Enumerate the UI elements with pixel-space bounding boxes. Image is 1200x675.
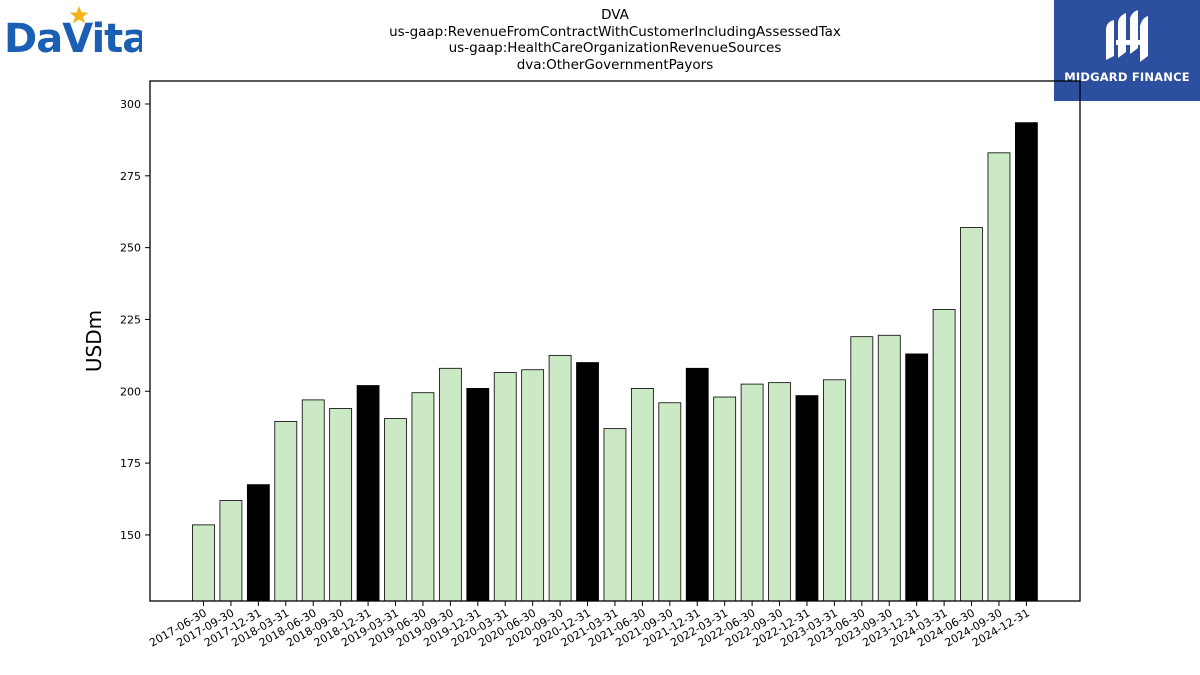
y-tick-label: 200 — [120, 385, 141, 398]
bar-2024-12-31 — [1015, 122, 1038, 602]
midgard-emblem-icon — [1106, 10, 1148, 62]
bar-2022-09-30 — [768, 382, 791, 602]
y-tick-label: 175 — [120, 457, 141, 470]
davita-logo-text: DaVita — [4, 16, 142, 62]
bar-2020-09-30 — [548, 354, 572, 602]
bar-2021-12-31 — [685, 367, 709, 602]
bar-2020-03-31 — [493, 372, 517, 602]
title-line-revenue-sources: us-gaap:HealthCareOrganizationRevenueSou… — [448, 40, 782, 56]
chart-title: DVA us-gaap:RevenueFromContractWithCusto… — [300, 7, 930, 73]
title-line-ticker: DVA — [601, 7, 629, 23]
bar-2019-06-30 — [411, 392, 435, 602]
bar-2018-12-31 — [356, 385, 380, 602]
bar-2023-06-30 — [850, 336, 874, 602]
y-tick-label: 150 — [120, 529, 141, 542]
bar-2022-06-30 — [740, 383, 764, 602]
bar-2018-06-30 — [301, 399, 325, 602]
davita-star-icon — [69, 6, 89, 24]
bar-2022-12-31 — [795, 395, 819, 602]
bar-2022-03-31 — [713, 396, 737, 602]
bar-2019-09-30 — [438, 367, 462, 602]
bar-2021-06-30 — [630, 388, 654, 602]
bar-2019-12-31 — [466, 388, 490, 602]
title-line-payor-member: dva:OtherGovernmentPayors — [516, 56, 714, 73]
bar-2017-12-31 — [246, 484, 270, 602]
bar-2024-06-30 — [960, 227, 983, 602]
y-axis-label: USDm — [82, 310, 106, 372]
bar-2017-06-30 — [192, 524, 215, 602]
bar-2024-09-30 — [987, 152, 1011, 602]
bar-2019-03-31 — [384, 418, 407, 602]
bar-2017-09-30 — [219, 500, 243, 602]
bars-group — [192, 122, 1038, 602]
bar-2018-03-31 — [274, 421, 298, 602]
y-tick-label: 250 — [120, 242, 141, 255]
bar-2018-09-30 — [329, 408, 353, 602]
bar-2021-03-31 — [603, 428, 627, 602]
y-tick-label: 275 — [120, 170, 141, 183]
bar-2021-09-30 — [658, 402, 682, 602]
midgard-finance-label: MIDGARD FINANCE — [1064, 70, 1190, 84]
bar-2023-03-31 — [822, 379, 846, 602]
davita-logo: DaVita — [4, 6, 142, 62]
bar-2024-03-31 — [932, 308, 956, 602]
y-tick-label: 300 — [120, 98, 141, 111]
y-axis: 150 175 200 225 250 275 300 — [120, 98, 150, 542]
midgard-finance-logo: MIDGARD FINANCE — [1054, 0, 1200, 101]
x-axis: 2017-06-302017-09-302017-12-312018-03-31… — [147, 601, 1032, 650]
bar-2023-09-30 — [877, 334, 901, 602]
bar-2020-12-31 — [576, 362, 599, 602]
bar-2020-06-30 — [521, 369, 545, 602]
y-tick-label: 225 — [120, 313, 141, 326]
title-line-revenue-concept: us-gaap:RevenueFromContractWithCustomerI… — [389, 23, 841, 40]
bar-2023-12-31 — [905, 353, 929, 602]
